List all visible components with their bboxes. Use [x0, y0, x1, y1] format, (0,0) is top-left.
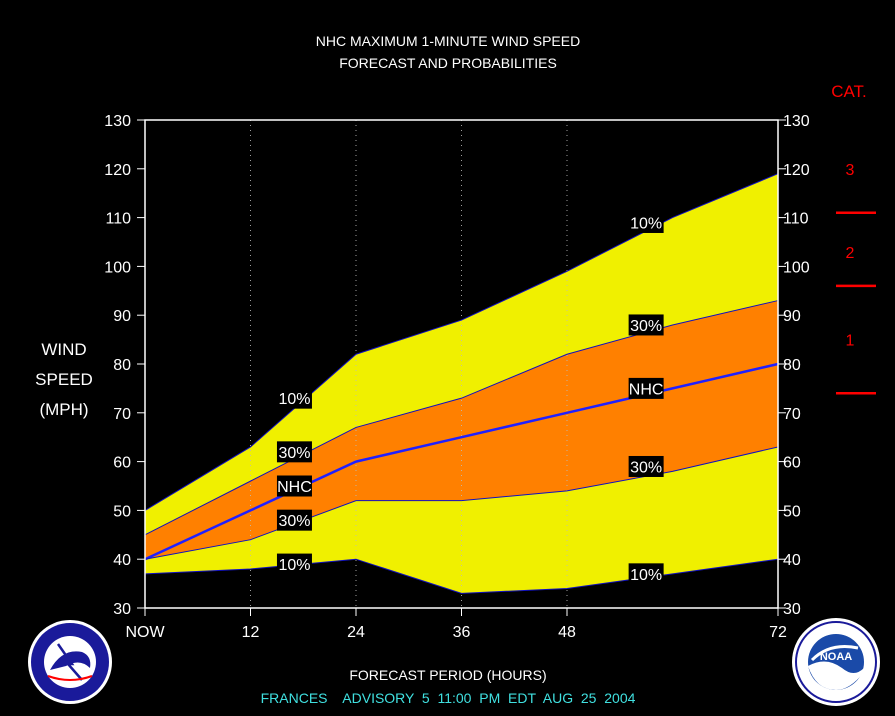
series-line-lower_outer	[144, 558, 779, 594]
y-axis-label-line-1: WIND	[41, 340, 86, 359]
data-label-5: 10%	[628, 211, 664, 233]
y-tick-label-right-50: 50	[783, 503, 801, 520]
category-label-1: 1	[846, 333, 855, 350]
data-label-2: NHC	[276, 475, 312, 497]
data-label-9: 10%	[628, 563, 664, 585]
y-tick-label-right-110: 110	[783, 211, 809, 228]
data-label-box-1	[276, 441, 312, 463]
data-label-box-7	[628, 377, 664, 399]
y-tick-label-left-60: 60	[113, 455, 131, 472]
x-tick-label-72: 72	[769, 624, 787, 641]
data-label-box-9	[628, 563, 664, 585]
y-tick-label-left-30: 30	[113, 601, 131, 618]
data-label-0: 10%	[276, 387, 312, 409]
y-tick-label-left-110: 110	[105, 211, 131, 228]
data-label-text-3: 30%	[278, 513, 310, 530]
data-label-7: NHC	[628, 377, 664, 399]
data-label-text-4: 10%	[278, 557, 310, 574]
data-label-6: 30%	[628, 314, 664, 336]
series-line-upper_inner	[144, 300, 779, 536]
data-label-box-3	[276, 509, 312, 531]
noaa-logo: NOAA	[792, 618, 880, 706]
data-label-text-2: NHC	[277, 479, 312, 496]
data-label-text-6: 30%	[630, 318, 662, 335]
y-tick-label-right-80: 80	[783, 357, 801, 374]
y-tick-label-left-100: 100	[104, 259, 131, 276]
x-tick-label-12: 12	[242, 624, 260, 641]
y-tick-label-left-40: 40	[113, 552, 131, 569]
advisory-text: FRANCES ADVISORY 5 11:00 PM EDT AUG 25 2…	[261, 690, 636, 706]
y-tick-label-right-90: 90	[783, 308, 801, 325]
series-line-forecast	[144, 362, 779, 561]
y-tick-label-left-120: 120	[104, 162, 131, 179]
x-tick-label-24: 24	[347, 624, 365, 641]
x-axis-label: FORECAST PERIOD (HOURS)	[349, 667, 546, 683]
series-line-upper_outer	[144, 173, 779, 511]
data-label-text-9: 10%	[630, 567, 662, 584]
y-tick-label-left-90: 90	[113, 308, 131, 325]
chart-title-line-1: NHC MAXIMUM 1-MINUTE WIND SPEED	[316, 33, 580, 49]
data-label-8: 30%	[628, 455, 664, 477]
category-label-2: 2	[846, 245, 855, 262]
data-label-text-5: 10%	[630, 215, 662, 232]
y-axis-label-line-2: SPEED	[35, 370, 93, 389]
data-label-1: 30%	[276, 441, 312, 463]
y-tick-label-left-70: 70	[113, 406, 131, 423]
data-label-text-1: 30%	[278, 445, 310, 462]
data-label-text-8: 30%	[630, 459, 662, 476]
data-label-box-5	[628, 211, 664, 233]
data-label-box-8	[628, 455, 664, 477]
data-label-4: 10%	[276, 553, 312, 575]
x-tick-label-36: 36	[453, 624, 471, 641]
y-tick-label-right-100: 100	[783, 259, 810, 276]
y-tick-label-right-40: 40	[783, 552, 801, 569]
category-header: CAT.	[831, 82, 867, 101]
y-tick-label-left-130: 130	[104, 113, 131, 130]
y-tick-label-right-120: 120	[783, 162, 810, 179]
y-tick-label-left-50: 50	[113, 503, 131, 520]
data-label-box-2	[276, 475, 312, 497]
data-label-3: 30%	[276, 509, 312, 531]
series-line-lower_inner	[144, 446, 779, 560]
noaa-logo-text: NOAA	[820, 651, 852, 663]
data-label-box-6	[628, 314, 664, 336]
nws-logo	[28, 620, 112, 704]
data-label-box-4	[276, 553, 312, 575]
category-scale: 3 2 1	[836, 162, 876, 395]
y-tick-label-right-130: 130	[783, 113, 810, 130]
data-label-box-0	[276, 387, 312, 409]
data-label-text-0: 10%	[278, 391, 310, 408]
data-label-text-7: NHC	[629, 381, 664, 398]
y-tick-label-right-30: 30	[783, 601, 801, 618]
y-tick-label-left-80: 80	[113, 357, 131, 374]
y-tick-label-right-70: 70	[783, 406, 801, 423]
chart-title-line-2: FORECAST AND PROBABILITIES	[339, 55, 557, 71]
x-tick-label-0: NOW	[125, 624, 165, 641]
plot-area: 30 30 40 40 50 50 60 60 70 70 80 80 90 90 100 100 110 110…	[104, 113, 810, 641]
y-tick-label-right-60: 60	[783, 455, 801, 472]
category-label-3: 3	[846, 162, 855, 179]
y-axis-label-line-3: (MPH)	[39, 400, 88, 419]
x-tick-label-48: 48	[558, 624, 576, 641]
